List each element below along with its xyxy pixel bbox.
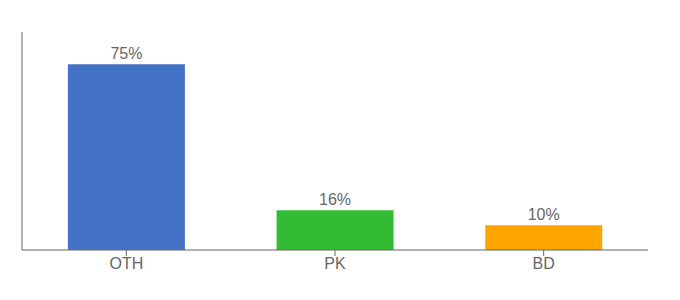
svg-text:75%: 75% — [110, 45, 142, 62]
svg-text:PK: PK — [324, 255, 346, 272]
svg-text:OTH: OTH — [109, 255, 143, 272]
svg-text:BD: BD — [533, 255, 555, 272]
svg-text:16%: 16% — [319, 191, 351, 208]
svg-text:10%: 10% — [528, 206, 560, 223]
